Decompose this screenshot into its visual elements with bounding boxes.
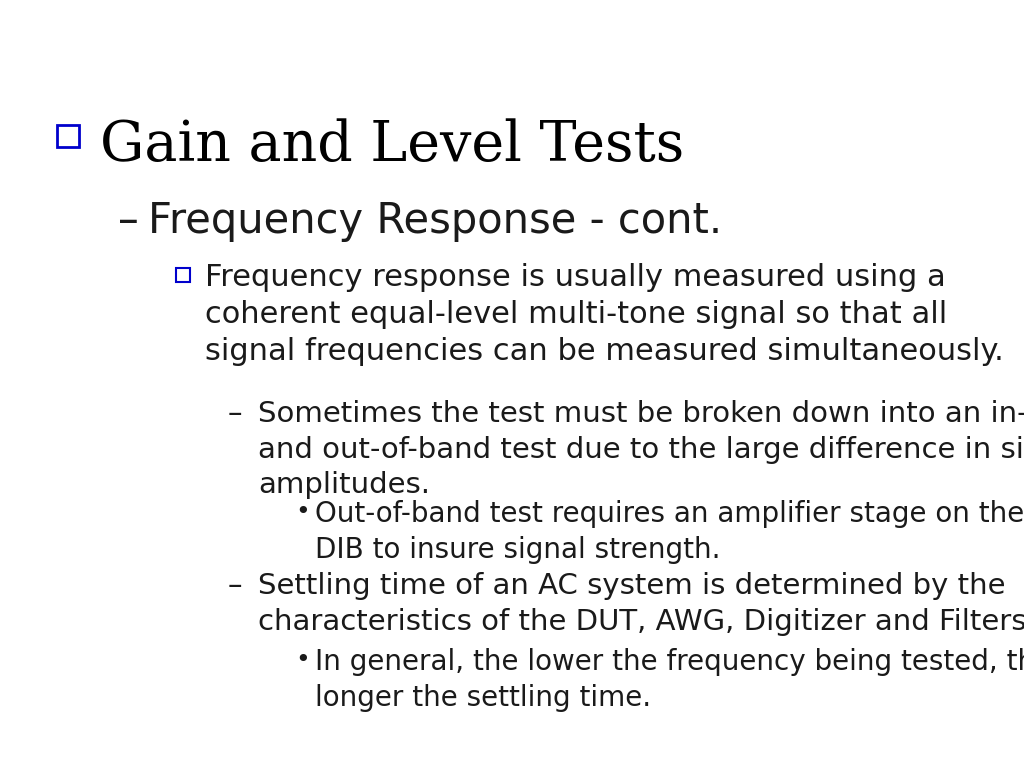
- Text: Frequency Response - cont.: Frequency Response - cont.: [148, 200, 722, 242]
- Text: –: –: [118, 200, 138, 242]
- Text: •: •: [295, 500, 309, 524]
- Text: Frequency response is usually measured using a
coherent equal-level multi-tone s: Frequency response is usually measured u…: [205, 263, 1004, 366]
- Text: Settling time of an AC system is determined by the
characteristics of the DUT, A: Settling time of an AC system is determi…: [258, 572, 1024, 636]
- Bar: [57, 125, 79, 147]
- Text: Sometimes the test must be broken down into an in-band
and out-of-band test due : Sometimes the test must be broken down i…: [258, 400, 1024, 499]
- Bar: [176, 268, 190, 282]
- Text: –: –: [228, 400, 243, 428]
- Text: Out-of-band test requires an amplifier stage on the
DIB to insure signal strengt: Out-of-band test requires an amplifier s…: [315, 500, 1024, 564]
- Text: •: •: [295, 648, 309, 672]
- Text: –: –: [228, 572, 243, 600]
- Text: Gain and Level Tests: Gain and Level Tests: [100, 118, 684, 173]
- Text: In general, the lower the frequency being tested, the
longer the settling time.: In general, the lower the frequency bein…: [315, 648, 1024, 712]
